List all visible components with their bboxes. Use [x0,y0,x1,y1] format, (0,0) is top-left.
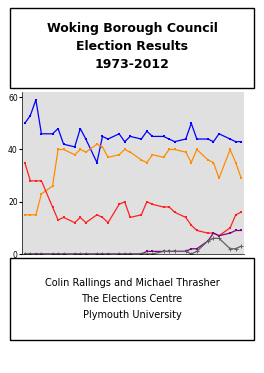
Text: Woking Borough Council
Election Results
1973-2012: Woking Borough Council Election Results … [46,22,218,71]
FancyBboxPatch shape [10,258,254,340]
Text: Colin Rallings and Michael Thrasher
The Elections Centre
Plymouth University: Colin Rallings and Michael Thrasher The … [45,278,219,320]
FancyBboxPatch shape [10,8,254,88]
